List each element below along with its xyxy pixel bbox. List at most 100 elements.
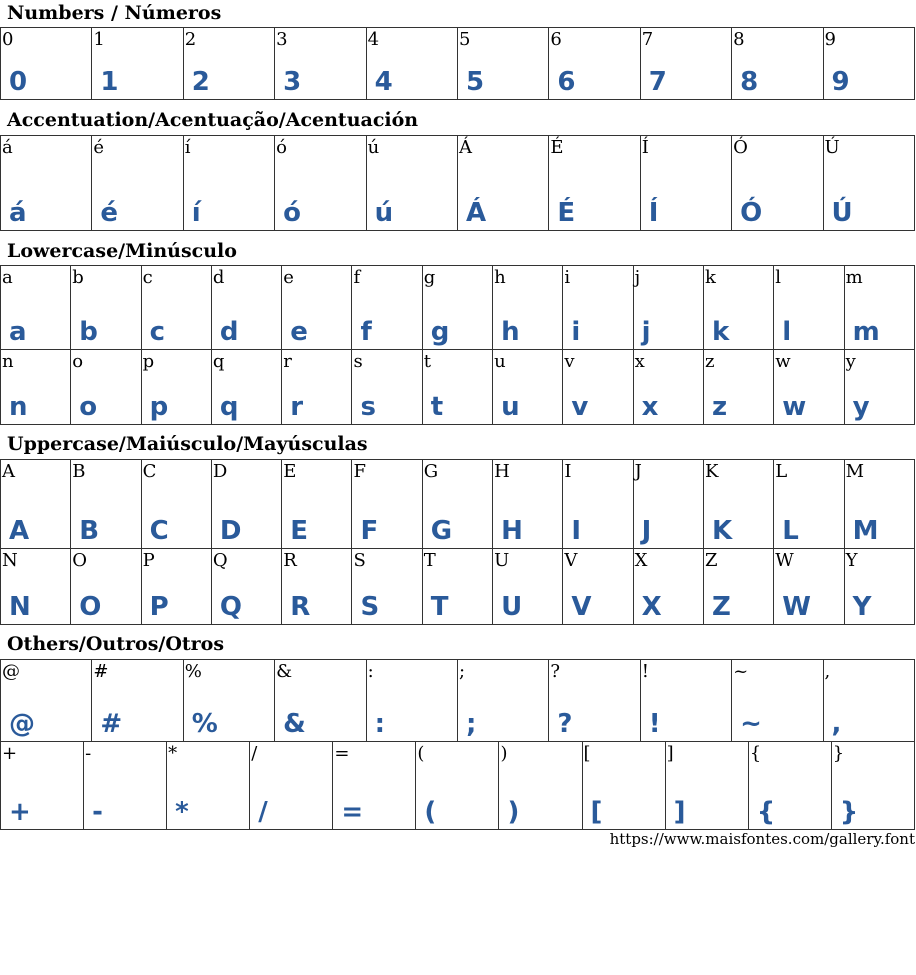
char-label: * (168, 743, 178, 764)
glyph-cell: [[ (581, 741, 666, 830)
char-label: O (72, 550, 88, 571)
char-label: C (142, 461, 157, 482)
char-label: ! (641, 661, 649, 682)
char-label: n (2, 351, 14, 372)
glyph-sample: 1 (100, 67, 119, 97)
char-label: X (634, 550, 648, 571)
char-label: z (704, 351, 715, 372)
glyph-sample: ( (424, 797, 437, 827)
char-label: v (564, 351, 575, 372)
char-label: g (423, 267, 436, 288)
char-label: & (276, 661, 293, 682)
glyph-cell: / / (249, 741, 334, 830)
glyph-sample: ú (374, 198, 394, 228)
glyph-cell: ;; (456, 659, 550, 742)
char-label: P (142, 550, 155, 571)
char-label: Í (641, 137, 649, 158)
glyph-sample: 6 (557, 67, 576, 97)
char-label: 6 (550, 29, 562, 50)
char-label: L (775, 461, 788, 482)
glyph-sample: ; (465, 709, 477, 739)
char-label: H (494, 461, 510, 482)
char-label: É (550, 137, 564, 158)
glyph-sample: O (79, 592, 102, 622)
char-label: k (704, 267, 716, 288)
glyph-sample: P (149, 592, 169, 622)
char-label: ó (276, 137, 288, 158)
char-label: B (72, 461, 86, 482)
char-label: i (564, 267, 571, 288)
char-label: b (72, 267, 84, 288)
char-label: G (423, 461, 439, 482)
glyph-sample: V (571, 592, 592, 622)
char-label: A (2, 461, 15, 482)
glyph-sample: + (9, 797, 31, 827)
glyph-cell: :: (365, 659, 458, 742)
glyph-sample: * (175, 797, 189, 827)
char-label: M (845, 461, 864, 482)
glyph-sample: R (290, 592, 311, 622)
char-label: K (704, 461, 719, 482)
glyph-sample: @ (9, 709, 35, 739)
glyph-sample: h (501, 317, 520, 347)
glyph-sample: Ó (740, 198, 763, 228)
glyph-sample: 9 (831, 67, 850, 97)
glyph-sample: q (219, 392, 239, 422)
glyph-sample: S (360, 592, 380, 622)
glyph-cell: )) (498, 741, 583, 830)
glyph-sample: # (100, 709, 123, 739)
char-label: + (2, 743, 18, 764)
char-label: w (775, 351, 791, 372)
char-label: } (832, 743, 845, 764)
char-label: á (2, 137, 13, 158)
source-url[interactable]: https://www.maisfontes.com/gallery.font (609, 830, 915, 848)
glyph-sample: f (360, 317, 372, 347)
char-label: 9 (824, 29, 836, 50)
char-label: t (423, 351, 432, 372)
char-label: y (845, 351, 856, 372)
char-label: I (564, 461, 572, 482)
glyph-sample: 2 (191, 67, 210, 97)
glyph-sample: H (501, 516, 523, 546)
char-label: U (494, 550, 510, 571)
char-label: é (93, 137, 105, 158)
char-label: E (283, 461, 297, 482)
section-title: Lowercase/Minúsculo (7, 240, 237, 262)
glyph-sample: % (191, 709, 218, 739)
glyph-sample: & (283, 709, 306, 739)
char-label: ú (367, 137, 380, 158)
char-label: ] (666, 743, 674, 764)
glyph-sample: c (149, 317, 166, 347)
char-label: c (142, 267, 153, 288)
glyph-sample: n (9, 392, 28, 422)
section-title: Uppercase/Maiúsculo/Mayúsculas (7, 433, 368, 455)
glyph-sample: á (9, 198, 27, 228)
char-label: @ (2, 661, 20, 682)
glyph-sample: m (852, 317, 880, 347)
